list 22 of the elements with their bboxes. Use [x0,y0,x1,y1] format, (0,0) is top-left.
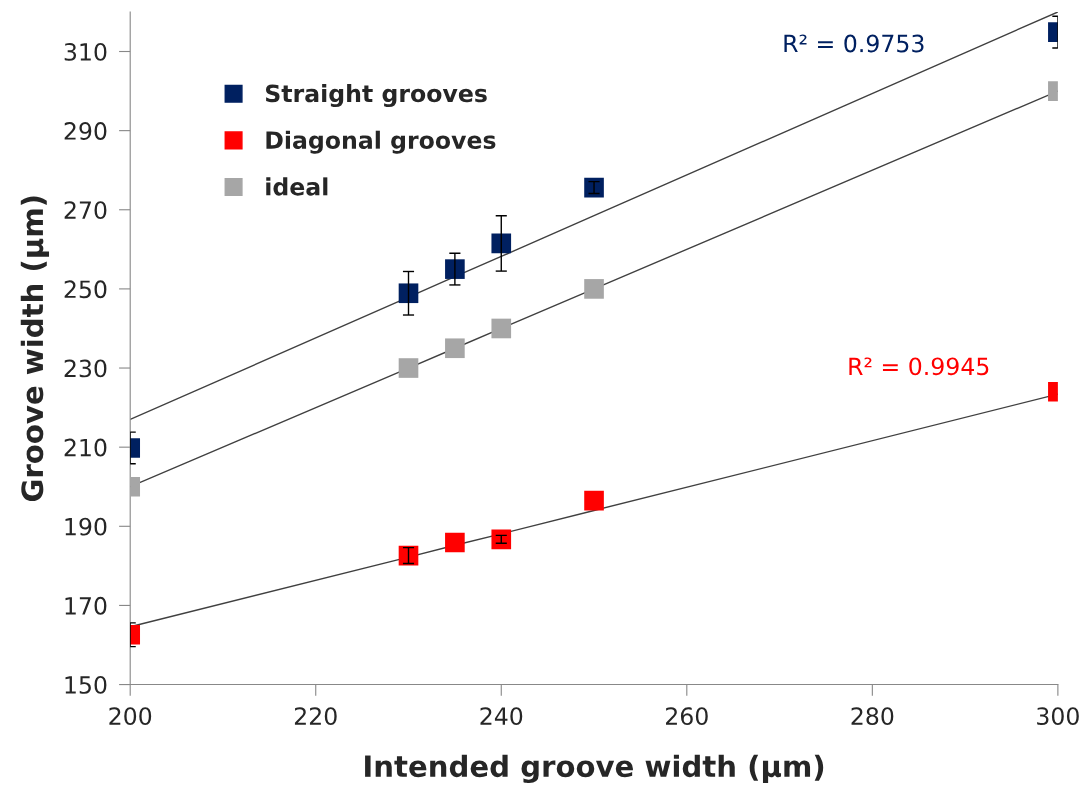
x-tick-label: 200 [109,707,152,726]
y-tick-label: 230 [64,359,107,378]
y-tick-label: 290 [64,122,107,140]
annotation: R² = 0.9753 [784,34,924,53]
y-tick-label: 310 [64,42,107,61]
legend-label: Straight grooves [265,84,487,108]
y-tick-label: 210 [64,438,107,457]
x-tick-label: 240 [480,707,523,726]
y-tick-label: 250 [64,280,107,299]
y-tick-label: 190 [65,517,107,536]
y-tick-label: 170 [65,596,107,615]
x-tick-label: 300 [1037,707,1079,726]
x-tick-label: 260 [666,707,708,726]
annotation: R² = 0.9945 [849,357,989,376]
x-tick-label: 220 [294,707,337,726]
legend-label: Diagonal grooves [266,130,496,154]
y-axis-title: Groove width (µm) [20,196,50,502]
legend-label: ideal [266,177,328,196]
y-tick-label: 150 [65,676,107,694]
y-tick-label: 270 [64,201,107,220]
x-axis-title: Intended groove width (µm) [365,754,824,784]
x-tick-label: 280 [851,707,894,726]
